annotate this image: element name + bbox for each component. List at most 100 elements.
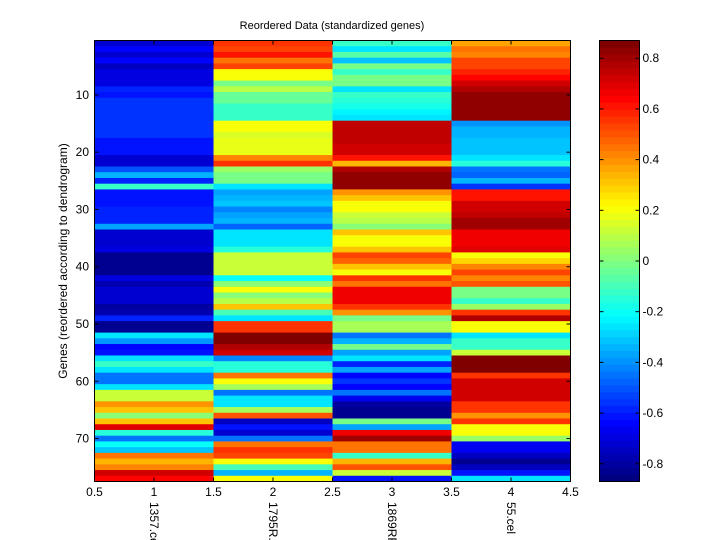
heatmap-cell: [332, 349, 452, 356]
colorbar-segment: [599, 323, 640, 331]
heatmap-cell: [94, 384, 214, 391]
heatmap-cell: [451, 263, 571, 270]
heatmap-cell: [94, 258, 214, 265]
heatmap-cell: [213, 418, 333, 425]
heatmap-cell: [451, 309, 571, 316]
x-tick-label: 2: [270, 485, 277, 499]
heatmap-cell: [94, 80, 214, 87]
colorbar-segment: [599, 54, 640, 62]
heatmap-cell: [451, 218, 571, 225]
heatmap-cell: [332, 275, 452, 282]
heatmap-cell: [332, 372, 452, 379]
heatmap-cell: [94, 229, 214, 236]
heatmap-cell: [94, 269, 214, 276]
heatmap-cell: [451, 57, 571, 64]
heatmap-cell: [332, 51, 452, 59]
heatmap-cell: [213, 298, 333, 305]
heatmap-cell: [332, 292, 452, 299]
heatmap-cell: [213, 355, 333, 362]
heatmap-cell: [213, 235, 333, 242]
colorbar-segment: [599, 274, 640, 283]
heatmap-cell: [332, 218, 452, 225]
heatmap-cell: [451, 384, 571, 391]
heatmap-cell: [451, 298, 571, 305]
y-tick-label: 30: [76, 202, 90, 216]
heatmap-cell: [332, 315, 452, 322]
heatmap-cell: [332, 103, 452, 110]
heatmap-cell: [94, 240, 214, 248]
heatmap-cell: [332, 206, 452, 213]
column-label: 1357.cel: [147, 502, 161, 540]
colorbar-segment: [599, 295, 640, 303]
heatmap-cell: [213, 172, 333, 179]
heatmap-cell: [451, 74, 571, 81]
colorbar-segment: [599, 412, 640, 420]
heatmap-cell: [213, 275, 333, 282]
heatmap-cell: [332, 361, 452, 368]
colorbar-segment: [599, 74, 640, 83]
heatmap-cell: [94, 441, 214, 448]
heatmap-cell: [332, 464, 452, 471]
heatmap-cell: [451, 137, 571, 144]
y-tick-label: 70: [76, 432, 90, 446]
heatmap-cell: [94, 424, 214, 431]
heatmap-cell: [451, 269, 571, 276]
colorbar-segment: [599, 357, 640, 365]
colorbar-segment: [599, 40, 640, 48]
colorbar-tick-label: -0.8: [643, 457, 664, 471]
colorbar-segment: [599, 171, 640, 179]
colorbar-segment: [599, 329, 640, 338]
heatmap-cell: [213, 132, 333, 139]
heatmap-cell: [94, 200, 214, 207]
heatmap-cell: [332, 412, 452, 419]
y-tick-label: 10: [76, 88, 90, 102]
heatmap-cell: [451, 470, 571, 477]
heatmap-cell: [451, 229, 571, 236]
colorbar-segment: [599, 130, 640, 138]
heatmap-cell: [451, 126, 571, 133]
colorbar-segment: [599, 109, 640, 117]
heatmap-cell: [213, 372, 333, 379]
heatmap-cell: [451, 441, 571, 448]
heatmap-cell: [94, 206, 214, 213]
heatmap-cell: [332, 155, 452, 162]
heatmap-cell: [332, 321, 452, 328]
heatmap-cell: [213, 166, 333, 173]
heatmap-cell: [94, 137, 214, 144]
colorbar-segment: [599, 88, 640, 97]
heatmap-cell: [94, 97, 214, 104]
heatmap-cell: [332, 86, 452, 93]
heatmap-cell: [451, 132, 571, 139]
x-axis: 0.5 1 1.5 2 2.5 3 3.5 4 4.5: [86, 40, 579, 499]
y-tick-label: 50: [76, 317, 90, 331]
heatmap-cells: [94, 40, 571, 482]
heatmap-cell: [213, 315, 333, 322]
heatmap-cell: [451, 424, 571, 431]
heatmap-cell: [94, 46, 214, 53]
heatmap-cell: [332, 355, 452, 362]
colorbar-segment: [599, 212, 640, 221]
heatmap-cell: [94, 109, 214, 116]
heatmap-cell: [213, 384, 333, 391]
heatmap-cell: [332, 149, 452, 156]
colorbar-tick-label: -0.2: [643, 305, 664, 319]
heatmap-cell: [94, 429, 214, 437]
heatmap-cell: [451, 252, 571, 259]
heatmap-cell: [94, 195, 214, 202]
heatmap-cell: [451, 246, 571, 253]
heatmap-cell: [94, 378, 214, 385]
heatmap-cell: [213, 109, 333, 116]
column-label: 1795R.c: [266, 502, 280, 540]
x-tick-label: 3.5: [443, 485, 460, 499]
heatmap-cell: [213, 137, 333, 144]
heatmap-cell: [451, 63, 571, 70]
heatmap-cell: [213, 435, 333, 442]
heatmap-cell: [213, 86, 333, 93]
heatmap-cell: [332, 46, 452, 53]
heatmap-cell: [94, 252, 214, 259]
heatmap-cell: [451, 97, 571, 104]
heatmap-cell: [94, 189, 214, 196]
heatmap-cell: [332, 120, 452, 127]
colorbar-segment: [599, 136, 640, 145]
heatmap-cell: [451, 338, 571, 345]
